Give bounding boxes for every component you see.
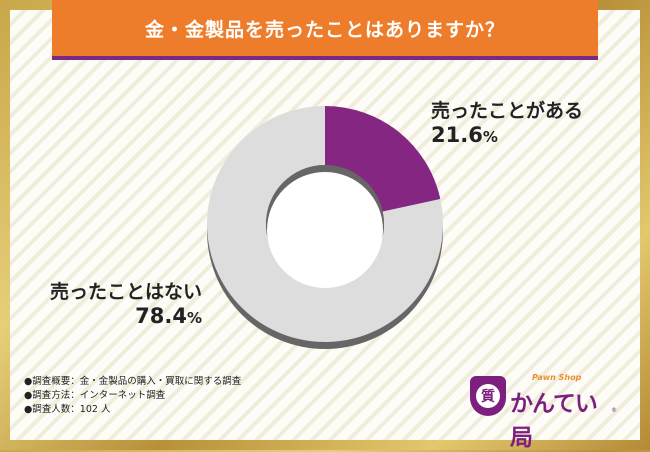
donut-slice-1 xyxy=(325,106,441,212)
note-count: ●調査人数：102 人 xyxy=(24,404,111,415)
donut-slice-2 xyxy=(206,106,443,342)
logo-emblem-icon: 質 xyxy=(470,376,506,416)
chart-title: 金・金製品を売ったことはありますか？ xyxy=(52,0,598,56)
label-sold-value: 21.6% xyxy=(431,123,498,147)
label-not-sold-name: 売ったことはない xyxy=(50,281,203,303)
note-method: ●調査方法：インターネット調査 xyxy=(24,390,166,401)
registered-mark: ® xyxy=(611,407,617,414)
note-overview: ●調査概要：金・金製品の購入・買取に関する調査 xyxy=(24,376,242,387)
logo-subtitle: Pawn Shop xyxy=(532,373,582,382)
brand-logo: 質 Pawn Shop かんてい局 ® xyxy=(468,373,618,451)
label-sold-name: 売ったことがある xyxy=(431,100,584,122)
survey-notes: ●調査概要：金・金製品の購入・買取に関する調査 ●調査方法：インターネット調査 … xyxy=(24,375,241,417)
label-sold: 売ったことがある 21.6% xyxy=(431,96,583,147)
label-not-sold: 売ったことはない 78.4% xyxy=(50,277,202,328)
label-not-sold-value: 78.4% xyxy=(135,304,203,328)
donut-hole xyxy=(267,172,383,288)
logo-name: かんてい局 xyxy=(510,391,598,451)
